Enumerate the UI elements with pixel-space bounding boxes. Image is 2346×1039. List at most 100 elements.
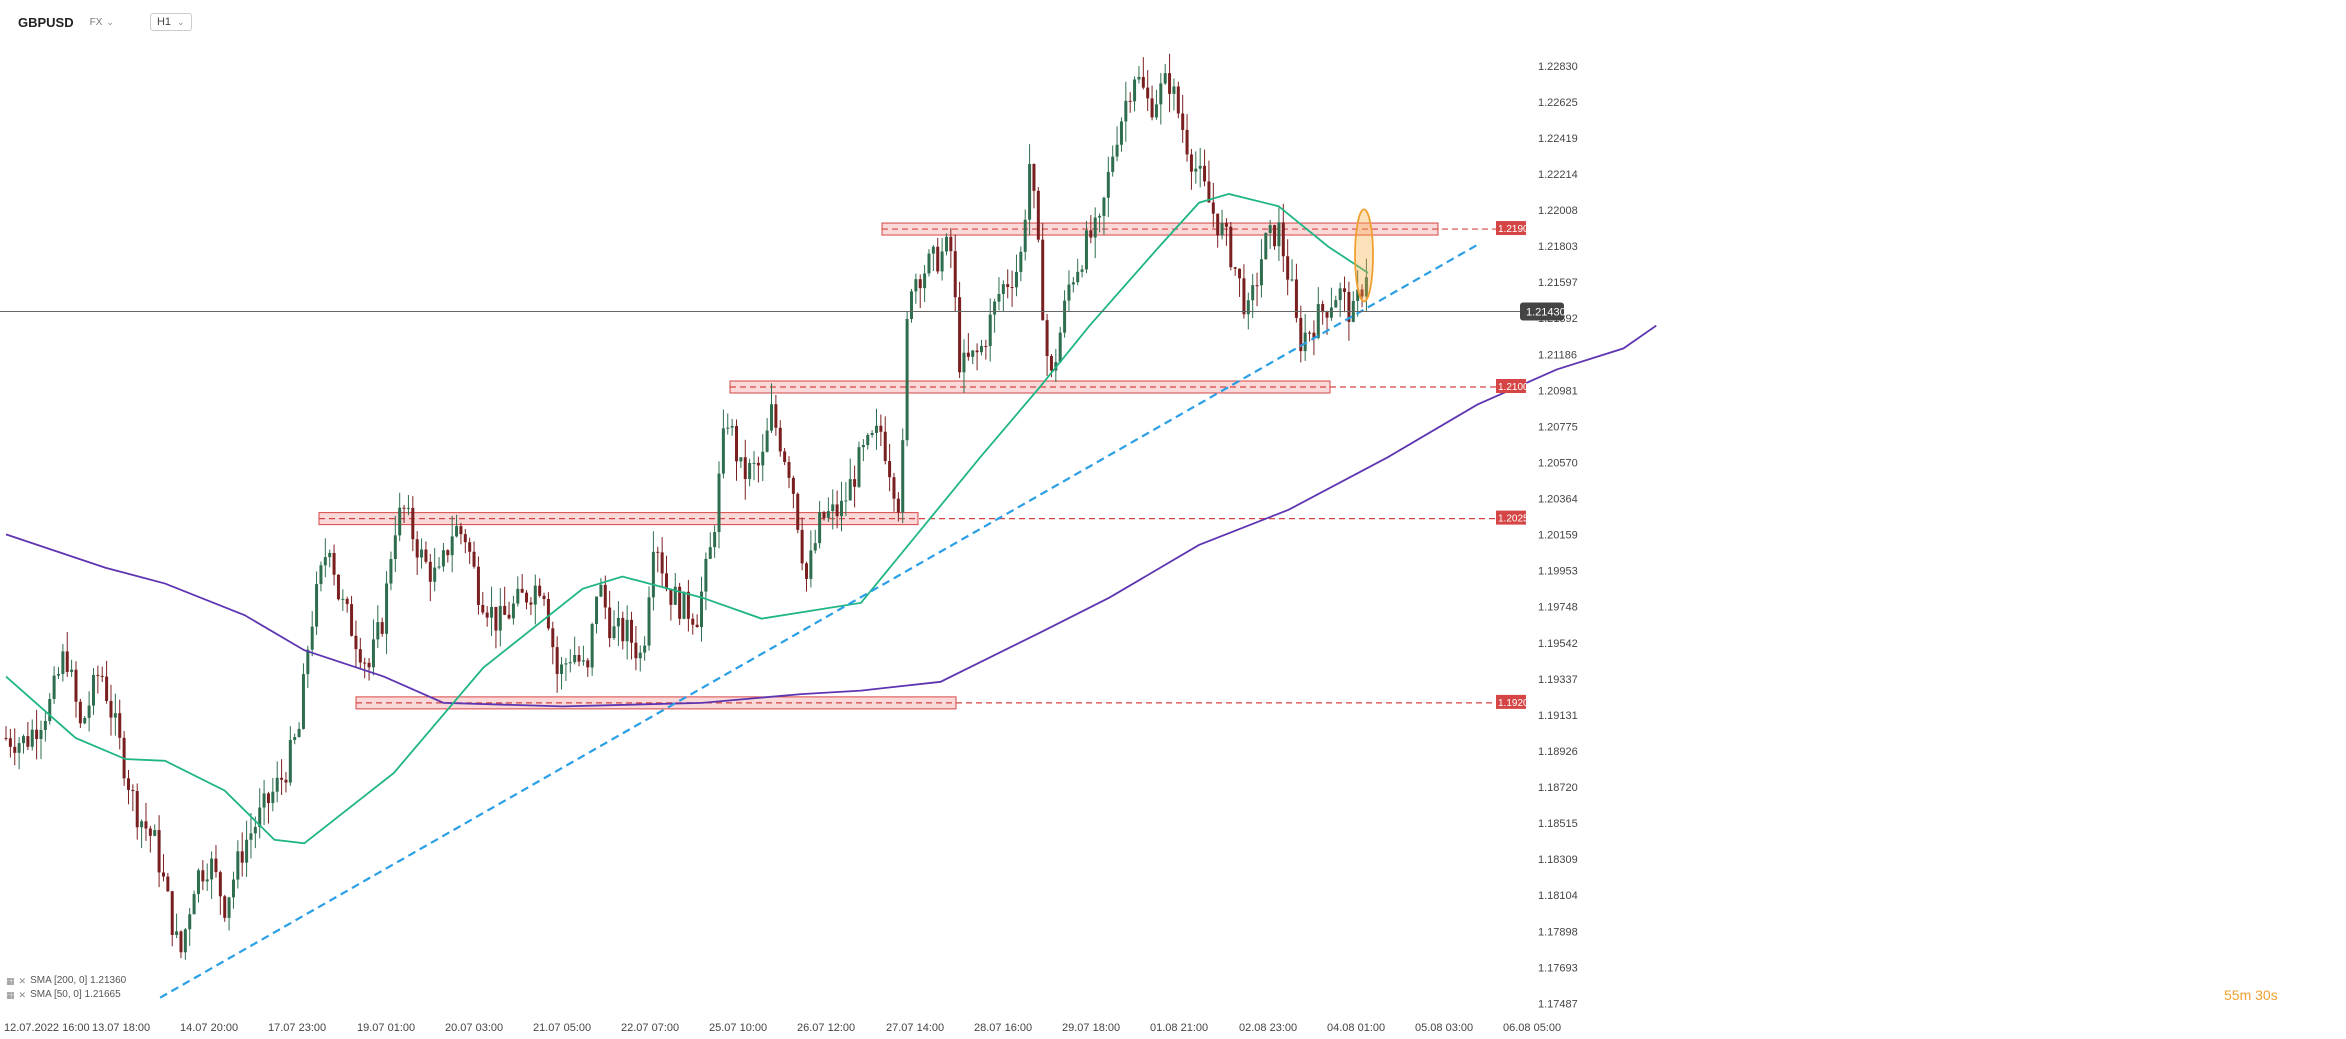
y-tick-label: 1.22625 <box>1538 97 1578 109</box>
candle <box>26 721 30 751</box>
candle-body <box>1329 307 1333 318</box>
candle-body <box>144 821 148 829</box>
candle <box>1154 89 1158 120</box>
candle <box>332 544 336 586</box>
candle <box>936 237 940 274</box>
candle <box>1255 272 1259 307</box>
candle <box>1286 239 1290 296</box>
candle-body <box>341 598 345 600</box>
candle-body <box>507 614 511 619</box>
candle-body <box>660 552 664 574</box>
candle-body <box>223 896 227 918</box>
candle <box>310 611 314 657</box>
candle-body <box>288 740 292 783</box>
candle <box>1133 76 1137 112</box>
candle <box>157 815 161 888</box>
candle <box>367 658 371 681</box>
candle <box>21 734 25 754</box>
close-icon[interactable]: ✕ <box>18 976 27 986</box>
candle-body <box>1001 284 1005 294</box>
candle-body <box>1067 284 1071 301</box>
settings-icon[interactable]: ▦ <box>6 990 15 1000</box>
candle-body <box>503 605 507 615</box>
settings-icon[interactable]: ▦ <box>6 976 15 986</box>
candle-body <box>857 447 861 487</box>
candle <box>643 636 647 661</box>
symbol-label[interactable]: GBPUSD <box>18 14 74 30</box>
candle <box>713 525 717 558</box>
candle <box>691 613 695 635</box>
y-tick-label: 1.19337 <box>1538 674 1578 686</box>
level-label: 1.1920 <box>1496 694 1529 709</box>
candle <box>879 414 883 447</box>
y-tick-label: 1.22214 <box>1538 169 1578 181</box>
candle-body <box>170 891 174 935</box>
candle <box>975 343 979 371</box>
candle <box>848 458 852 501</box>
candle-body <box>463 534 467 543</box>
level-label-bg <box>1496 378 1526 393</box>
candle-body <box>612 626 616 639</box>
candle-body <box>700 591 704 628</box>
candle <box>280 759 284 795</box>
y-tick-label: 1.17487 <box>1538 999 1578 1011</box>
current-price-label: 1.21430 <box>1520 302 1566 321</box>
x-tick-label: 19.07 01:00 <box>357 1022 415 1034</box>
y-tick-label: 1.18309 <box>1538 854 1578 866</box>
candle-body <box>1364 277 1368 297</box>
candle <box>48 693 52 725</box>
level-label-text: 1.2025 <box>1498 514 1529 525</box>
market-selector[interactable]: FX ⌄ <box>90 17 114 28</box>
candle-body <box>459 526 463 535</box>
candle-body <box>765 430 769 452</box>
candle-body <box>979 346 983 353</box>
candle <box>1102 196 1106 235</box>
y-tick-label: 1.20775 <box>1538 421 1578 433</box>
candle <box>472 541 476 569</box>
candle-body <box>323 557 327 566</box>
candle <box>166 872 170 893</box>
candle <box>568 649 572 673</box>
candle <box>315 571 319 635</box>
candle <box>1321 300 1325 325</box>
candle-body <box>1172 86 1176 94</box>
close-icon[interactable]: ✕ <box>18 990 27 1000</box>
legend-sma50[interactable]: ▦ ✕ SMA [50, 0] 1.21665 <box>6 988 126 1002</box>
candle <box>595 596 599 634</box>
candle-body <box>371 639 375 668</box>
candle <box>214 845 218 878</box>
candle-body <box>695 624 699 628</box>
candle-body <box>831 504 835 512</box>
timeframe-selector[interactable]: H1 ⌄ <box>149 13 192 31</box>
candle-body <box>126 778 130 790</box>
candle <box>608 590 612 648</box>
candle <box>1360 284 1364 308</box>
candle-body <box>1106 171 1110 198</box>
candle <box>1111 145 1115 177</box>
candle <box>984 339 988 360</box>
candle-body <box>1032 164 1036 191</box>
candle <box>441 542 445 572</box>
candle <box>406 495 410 516</box>
candle <box>1058 326 1062 364</box>
candle <box>927 249 931 277</box>
candle <box>1290 259 1294 282</box>
candle-body <box>1041 239 1045 321</box>
candle <box>1356 270 1360 317</box>
candle-body <box>52 675 56 699</box>
candle <box>1194 151 1198 184</box>
candle-body <box>822 512 826 518</box>
candle-body <box>398 507 402 536</box>
candle-body <box>1076 271 1080 283</box>
candle <box>446 549 450 563</box>
candle-body <box>1211 202 1215 214</box>
candle <box>656 546 660 573</box>
candle <box>940 237 944 281</box>
candle <box>949 228 953 269</box>
candle <box>1098 213 1102 233</box>
candle <box>704 552 708 611</box>
candle <box>1084 220 1088 274</box>
legend-sma200[interactable]: ▦ ✕ SMA [200, 0] 1.21360 <box>6 974 126 988</box>
candle <box>717 461 721 549</box>
